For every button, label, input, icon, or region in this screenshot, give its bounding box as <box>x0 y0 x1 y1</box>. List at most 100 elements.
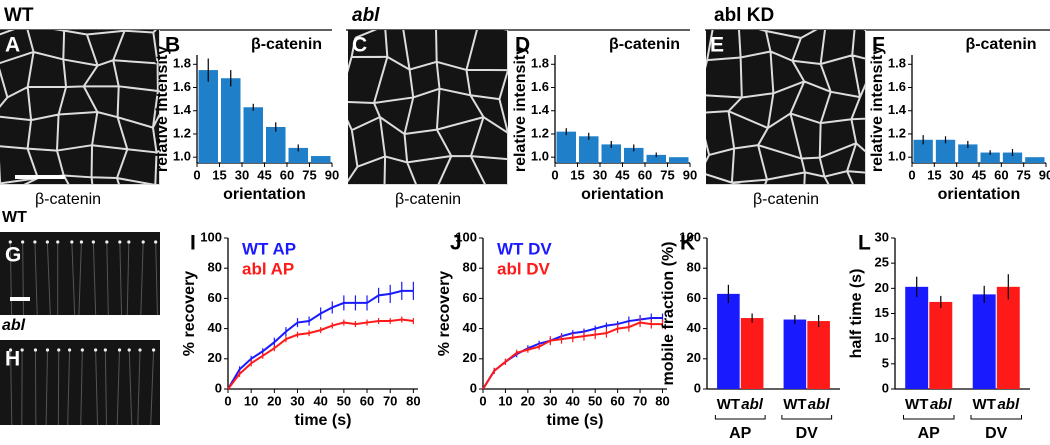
bar <box>996 286 1020 389</box>
y-tick-label: 80 <box>208 260 222 275</box>
image-caption: β-catenin <box>35 191 101 208</box>
junction <box>93 348 98 352</box>
line <box>482 321 663 390</box>
x-tick-label: 45 <box>615 167 629 182</box>
junction <box>57 348 61 352</box>
panel-letter: B <box>165 34 180 57</box>
scale-bar <box>10 297 30 301</box>
x-tick-label: 60 <box>994 167 1008 182</box>
junction <box>117 348 122 352</box>
panel-letter: E <box>710 34 724 57</box>
panel-letter: C <box>352 34 367 57</box>
cell-edge <box>46 241 51 316</box>
y-tick-label: 0 <box>470 380 477 395</box>
line <box>482 317 663 390</box>
junction <box>80 348 84 352</box>
legend-label: WT DV <box>497 239 552 258</box>
cell-edge <box>80 349 83 426</box>
header: abl KD <box>714 5 774 26</box>
x-tick-label: WT <box>905 396 928 413</box>
panel-letter: G <box>5 244 21 267</box>
junction <box>20 348 24 352</box>
junction <box>21 240 25 244</box>
y-axis-label: relative intensity <box>154 46 171 172</box>
x-tick-label: 0 <box>479 393 486 408</box>
cell-edge <box>126 241 130 316</box>
bar <box>913 139 933 163</box>
bar <box>972 294 996 389</box>
micrograph <box>0 30 160 185</box>
cell-edge <box>22 241 24 316</box>
junction <box>8 240 12 244</box>
bar <box>624 147 644 163</box>
y-tick-label: 0 <box>694 380 701 395</box>
cell-edge <box>95 349 99 426</box>
x-tick-label: 15 <box>570 167 584 182</box>
cell-edge <box>67 349 71 426</box>
x-tick-label: 75 <box>660 167 674 182</box>
legend-label: abl DV <box>497 259 551 278</box>
x-tick-label: 60 <box>280 167 294 182</box>
bar <box>980 152 1000 163</box>
panel-letter: K <box>680 232 695 255</box>
bar <box>1002 152 1023 163</box>
y-tick-label: 1.0 <box>531 149 549 164</box>
x-tick-label: 0 <box>551 167 558 182</box>
x-axis-label: time (s) <box>547 412 604 429</box>
bar <box>221 78 241 163</box>
scale-bar <box>15 175 65 179</box>
y-tick-label: 1.4 <box>888 102 907 117</box>
cell-edge <box>140 241 144 316</box>
bar <box>929 301 953 389</box>
bar <box>579 136 599 163</box>
junction <box>138 348 142 352</box>
x-tick-label: 45 <box>257 167 271 182</box>
x-tick-label: 30 <box>290 393 304 408</box>
junction <box>70 240 74 244</box>
line <box>227 318 414 390</box>
header: WT <box>4 5 34 26</box>
image-caption: β-catenin <box>753 191 819 208</box>
y-tick-label: 10 <box>875 330 889 345</box>
cell-edge <box>106 241 109 316</box>
cell-edge <box>137 349 141 426</box>
junction <box>8 348 13 352</box>
junction <box>33 240 37 244</box>
group-label: AP <box>918 425 941 442</box>
y-axis-label: relative intensity <box>512 46 529 172</box>
x-axis-label: orientation <box>938 186 1021 203</box>
y-tick-label: 40 <box>208 320 222 335</box>
y-tick-label: 0 <box>215 380 222 395</box>
bar <box>905 286 929 389</box>
cell-edge <box>104 349 107 426</box>
junction <box>118 240 122 244</box>
x-tick-label: 80 <box>655 393 669 408</box>
x-tick-label: 40 <box>313 393 327 408</box>
legend-label: abl AP <box>242 259 294 278</box>
y-tick-label: 1.6 <box>888 79 906 94</box>
x-tick-label: 30 <box>543 393 557 408</box>
chart-title: β-catenin <box>251 36 322 53</box>
junction <box>91 240 95 244</box>
y-tick-label: 1.4 <box>531 102 550 117</box>
bar <box>266 127 286 163</box>
y-axis-label: half time (s) <box>848 269 865 359</box>
x-tick-label: 60 <box>638 167 652 182</box>
y-tick-label: 60 <box>208 290 222 305</box>
legend-label: WT AP <box>242 239 296 258</box>
x-axis-label: orientation <box>223 186 306 203</box>
junction <box>154 240 158 244</box>
x-tick-label: abl <box>997 396 1020 413</box>
y-axis-label: mobile fraction (%) <box>660 241 677 385</box>
x-tick-label: 75 <box>302 167 316 182</box>
x-tick-label: 20 <box>267 393 281 408</box>
y-tick-label: 5 <box>882 355 889 370</box>
y-tick-label: 25 <box>875 255 889 270</box>
y-tick-label: 30 <box>875 229 889 244</box>
x-tick-label: 30 <box>235 167 249 182</box>
bar <box>198 70 218 163</box>
x-tick-label: abl <box>808 396 831 413</box>
y-tick-label: 1.0 <box>888 149 906 164</box>
cell-outline <box>348 30 508 185</box>
